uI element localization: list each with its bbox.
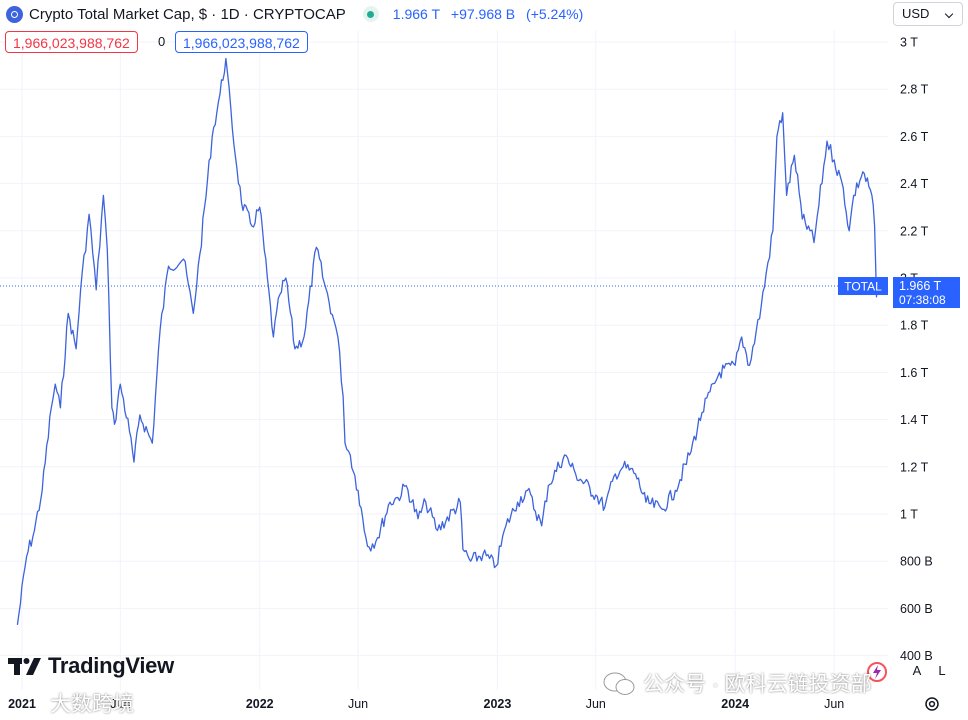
x-tick-label: Jun <box>824 697 844 711</box>
wechat-icon <box>603 672 635 695</box>
crypto-symbol-icon <box>6 5 23 23</box>
log-scale-button[interactable]: L <box>938 663 946 678</box>
x-tick-label: 2024 <box>721 697 749 711</box>
crosshair-zero: 0 <box>158 34 166 49</box>
header-values: 1.966 T +97.968 B (+5.24%) <box>393 6 590 22</box>
y-tick-label: 2.2 T <box>900 224 929 238</box>
flash-icon[interactable] <box>866 661 888 683</box>
last-value: 1.966 T <box>392 6 441 22</box>
y-tick-label: 2.4 T <box>900 177 929 191</box>
change-value: +97.968 B <box>450 6 516 22</box>
x-tick-label: 2022 <box>246 697 274 711</box>
y-tick-label: 2.6 T <box>900 130 929 144</box>
y-tick-label: 1.2 T <box>900 460 929 474</box>
crosshair-value-red: 1,966,023,988,762 <box>5 31 138 53</box>
series-label-box <box>838 277 888 296</box>
time-axis: 2021 Jun 2022 Jun 2023 Jun 2024 Jun <box>8 697 844 711</box>
chart-grid <box>0 30 888 690</box>
auto-scale-button[interactable]: A <box>912 663 922 678</box>
y-tick-label: 2.8 T <box>900 83 929 97</box>
tradingview-logo[interactable]: TradingView <box>8 653 174 679</box>
change-percent: (+5.24%) <box>526 6 584 22</box>
watermark-right: 公众号 · 欧科云链投资部 <box>643 673 872 696</box>
symbol-header: Crypto Total Market Cap, $ · 1D · CRYPTO… <box>6 4 590 24</box>
settings-gear-icon[interactable] <box>923 695 941 713</box>
last-price-value: 1.966 T <box>899 279 942 293</box>
symbol-title[interactable]: Crypto Total Market Cap, $ · 1D · CRYPTO… <box>29 5 346 23</box>
x-tick-label: Jun <box>110 697 130 711</box>
y-tick-label: 400 B <box>900 649 933 663</box>
x-tick-label: Jun <box>348 697 368 711</box>
bar-countdown: 07:38:08 <box>899 293 946 307</box>
last-price-box <box>893 277 960 309</box>
tradingview-logo-text: TradingView <box>48 653 174 678</box>
market-status-icon[interactable] <box>362 6 379 22</box>
y-tick-label: 1.8 T <box>900 319 929 333</box>
y-tick-label: 1.6 T <box>900 366 929 380</box>
total-market-cap-line <box>16 57 880 625</box>
tradingview-logo-icon <box>8 658 41 675</box>
x-tick-label: 2021 <box>8 697 36 711</box>
price-tag: TOTAL 1.966 T07:38:08 <box>838 277 960 309</box>
currency-select[interactable]: USD <box>893 2 963 26</box>
y-tick-label: 1 T <box>900 508 918 522</box>
crosshair-value-blue: 1,966,023,988,762 <box>175 31 308 53</box>
x-tick-label: 2023 <box>484 697 512 711</box>
series-label: TOTAL <box>844 280 882 294</box>
x-tick-label: Jun <box>586 697 606 711</box>
y-tick-label: 800 B <box>900 555 933 569</box>
y-tick-label: 3 T <box>900 36 918 50</box>
watermark-left: 大数跨境 <box>50 693 134 716</box>
y-tick-label: 1.4 T <box>900 413 929 427</box>
y-tick-label: 600 B <box>900 602 933 616</box>
